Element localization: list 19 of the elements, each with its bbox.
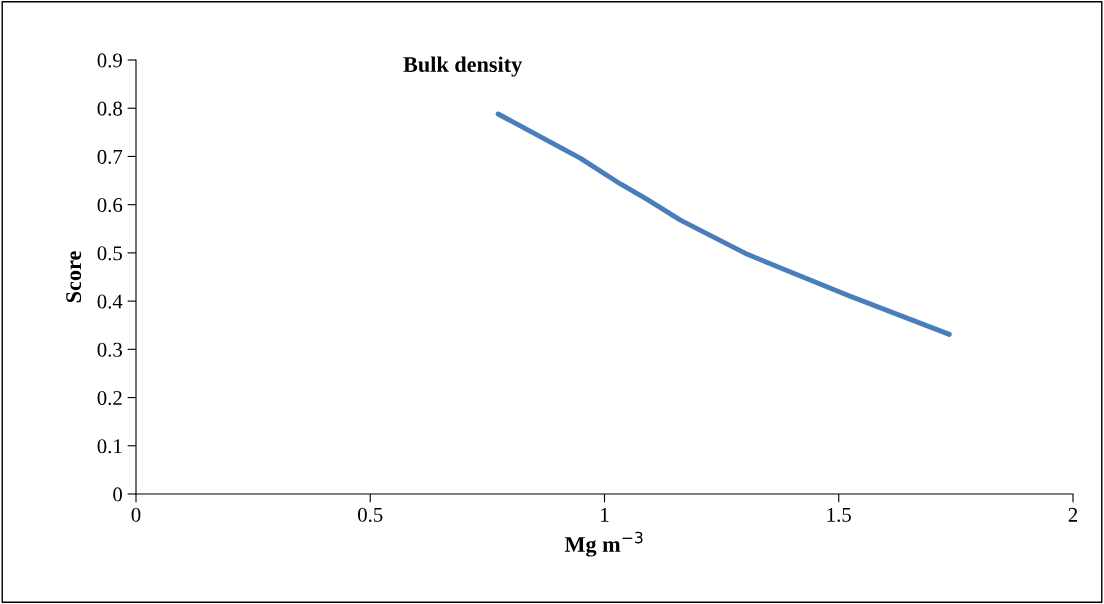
x-tick-label: 1.5 — [827, 507, 851, 522]
y-tick-label: 0.7 — [97, 149, 123, 164]
y-tick-label: 0.3 — [97, 342, 122, 357]
y-tick-label: 0.8 — [97, 101, 123, 116]
y-tick-label: 0.1 — [97, 439, 122, 454]
y-tick-label: 0.5 — [97, 246, 122, 261]
x-tick-label: 0.5 — [358, 507, 383, 522]
x-tick-label: 2 — [1068, 507, 1078, 522]
y-tick-label: 0.6 — [97, 198, 123, 213]
y-tick-label: 0.4 — [97, 294, 123, 309]
line-series — [495, 111, 952, 337]
y-tick-label: 0.9 — [97, 53, 122, 68]
x-axis-title: Mg m$^{−3}$ — [564, 531, 643, 557]
chart-title: Bulk density — [403, 56, 523, 77]
x-tick-label: 1 — [601, 507, 609, 522]
y-tick-label: 0.2 — [97, 390, 122, 406]
y-tick-label: 0 — [113, 487, 123, 502]
x-tick-label: 0 — [131, 507, 141, 522]
y-axis-title: Score — [66, 251, 82, 303]
